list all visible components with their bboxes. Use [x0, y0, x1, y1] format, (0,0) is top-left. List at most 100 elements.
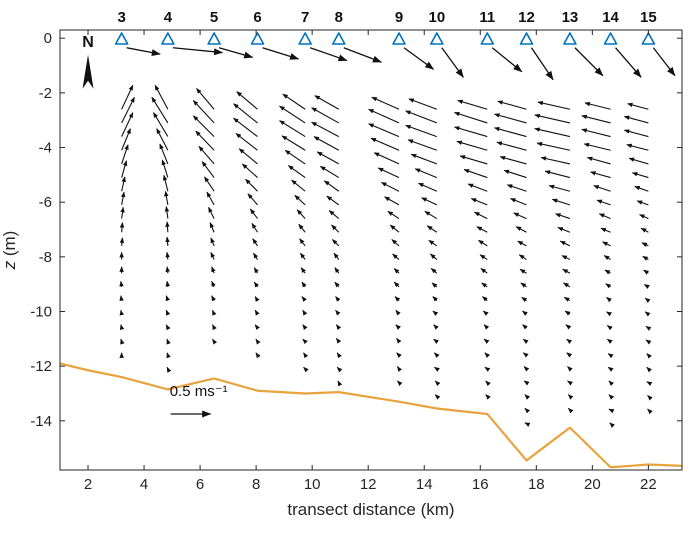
velocity-vector	[291, 179, 306, 192]
surface-current-arrow	[126, 47, 161, 57]
velocity-vector	[368, 123, 400, 138]
velocity-vector	[254, 309, 260, 316]
velocity-vector	[337, 380, 343, 387]
y-tick-label: -6	[39, 194, 52, 211]
velocity-vector	[476, 226, 488, 233]
station-11: 11	[453, 9, 523, 400]
x-tick-label: 2	[84, 476, 92, 493]
velocity-vector	[392, 253, 400, 260]
velocity-vector	[567, 394, 574, 400]
velocity-vector	[252, 238, 258, 247]
station-4: 4	[151, 9, 223, 373]
velocity-scale-label: 0.5 ms⁻¹	[170, 383, 228, 400]
velocity-vector	[301, 281, 307, 288]
velocity-vector	[602, 241, 611, 247]
velocity-vector	[499, 155, 527, 165]
velocity-vector	[204, 176, 215, 192]
velocity-vector	[162, 174, 169, 192]
velocity-vector	[496, 141, 527, 151]
velocity-vector	[645, 339, 652, 345]
velocity-vector	[540, 156, 571, 165]
velocity-vector	[333, 252, 340, 260]
velocity-vector	[394, 296, 401, 302]
velocity-vector	[483, 338, 490, 344]
velocity-vector	[606, 325, 613, 331]
velocity-vector	[534, 113, 571, 124]
velocity-vector	[301, 296, 307, 302]
velocity-vector	[623, 129, 649, 138]
velocity-vector	[563, 282, 571, 288]
velocity-vector	[241, 163, 258, 178]
velocity-vector	[485, 394, 491, 400]
velocity-vector	[165, 309, 171, 316]
velocity-vector	[303, 352, 309, 359]
velocity-vector	[433, 338, 439, 344]
velocity-vector	[245, 178, 258, 192]
station-13: 13	[534, 9, 604, 414]
velocity-vector	[201, 161, 215, 178]
velocity-vector	[396, 352, 402, 358]
velocity-vector	[249, 208, 258, 219]
velocity-vector	[453, 111, 488, 124]
velocity-vector	[121, 96, 135, 124]
velocity-vector	[628, 157, 649, 165]
velocity-vector	[567, 366, 573, 372]
velocity-vector	[470, 197, 488, 206]
station-label: 9	[395, 9, 403, 26]
velocity-vector	[408, 98, 438, 110]
velocity-vector	[370, 137, 400, 151]
velocity-vector	[331, 239, 340, 247]
velocity-vector	[211, 295, 216, 302]
velocity-vector	[161, 159, 169, 178]
velocity-vector	[646, 353, 652, 359]
velocity-vector	[254, 324, 260, 331]
velocity-vector	[414, 168, 438, 179]
station-marker	[114, 32, 129, 45]
velocity-vector	[211, 309, 217, 316]
station-label: 15	[640, 9, 657, 26]
velocity-vector	[478, 239, 488, 247]
velocity-vector	[328, 210, 340, 219]
velocity-vector	[604, 269, 611, 275]
velocity-vector	[380, 181, 400, 192]
velocity-vector	[311, 121, 340, 138]
velocity-vector	[151, 96, 169, 124]
station-label: 4	[164, 9, 173, 26]
velocity-vector	[210, 237, 215, 247]
velocity-vector	[606, 338, 613, 344]
velocity-vector	[537, 100, 571, 110]
velocity-vector	[459, 155, 488, 165]
velocity-vector	[534, 127, 571, 138]
station-6: 6	[233, 9, 300, 359]
velocity-vector	[284, 149, 306, 165]
velocity-vector	[238, 148, 258, 165]
velocity-vector	[482, 310, 489, 316]
velocity-vector	[371, 96, 400, 110]
velocity-vector	[391, 239, 400, 247]
velocity-vector	[481, 282, 488, 288]
velocity-vector	[593, 185, 611, 192]
surface-current-arrow	[218, 47, 254, 59]
velocity-vector	[154, 84, 169, 110]
velocity-vector	[524, 422, 531, 427]
velocity-vector	[121, 112, 134, 137]
velocity-vector	[209, 222, 215, 233]
velocity-vector	[562, 268, 571, 274]
velocity-vector	[536, 141, 571, 151]
velocity-vector	[253, 252, 259, 260]
station-marker	[480, 32, 495, 45]
velocity-vector	[299, 238, 306, 247]
velocity-vector	[279, 120, 306, 138]
velocity-vector	[233, 103, 258, 124]
velocity-vector	[626, 143, 649, 151]
velocity-vector	[373, 152, 400, 165]
velocity-vector	[584, 101, 611, 110]
velocity-vector	[564, 310, 571, 316]
velocity-vector	[314, 95, 340, 110]
station-10: 10	[405, 9, 464, 400]
velocity-vector	[279, 105, 306, 124]
velocity-vector	[430, 253, 438, 260]
station-15: 15	[623, 9, 676, 415]
velocity-vector	[647, 408, 653, 415]
